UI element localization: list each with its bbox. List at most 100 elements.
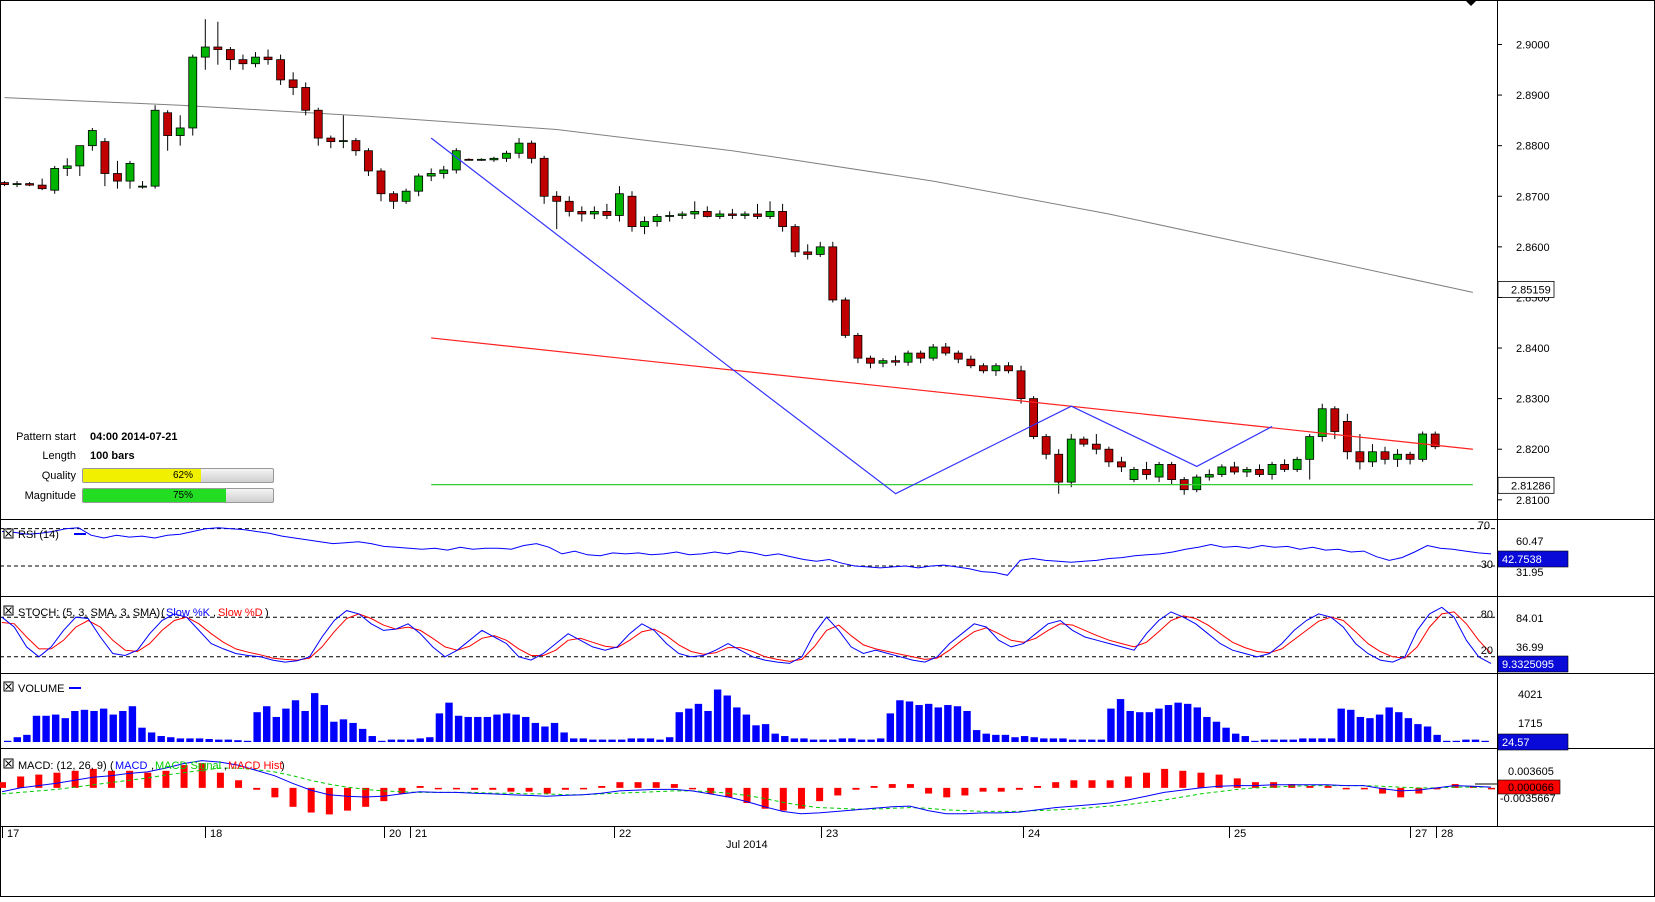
candle [238,59,248,65]
volume-bar [1136,712,1144,742]
macd-legend-macd: MACD [115,760,147,772]
volume-bar [1164,705,1173,742]
volume-bar [1443,740,1451,742]
candle [615,193,624,216]
volume-bar [1327,738,1336,742]
volume-bar [282,708,290,742]
candle [552,195,562,202]
price-tick-label: 2.8600 [1516,242,1550,254]
volume-bar [742,714,751,742]
price-tick-label: 2.8300 [1516,394,1550,406]
candle [338,140,348,143]
candle [1255,469,1264,475]
macd-hist-bar [489,787,497,790]
rsi-level-upper: 70 [1478,520,1490,532]
volume-bar [1375,714,1384,742]
candle [62,165,72,169]
volume-bar [570,738,578,742]
candle [514,142,524,154]
candle [288,79,298,88]
macd-hist-bar [543,787,551,794]
volume-bar [502,713,511,742]
volume-bar [205,739,213,742]
price-tick-label: 2.8200 [1516,444,1550,456]
macd-hist-bar [0,782,6,788]
candle [1355,451,1365,463]
stoch-legend-sep: , [213,607,216,619]
macd-hist-bar [779,787,787,811]
rsi-level-lower: 30 [1481,559,1493,571]
candle [765,211,775,217]
volume-bar [1145,712,1154,742]
current-price-label-box [1497,476,1555,494]
candle [225,49,235,61]
volume-bar [1203,716,1211,742]
candle [1054,453,1064,483]
macd-tick-label: -0.0035667 [1500,793,1556,805]
volume-bar [1251,740,1259,742]
volume-bar [310,693,319,742]
volume-bar [435,713,444,742]
volume-bar [397,739,405,742]
volume-bar [4,740,12,742]
volume-bar [454,715,463,742]
macd-hist-bar [507,787,515,792]
volume-bar [646,738,655,742]
volume-bar [531,722,540,742]
candle [87,130,97,147]
volume-bar [1241,736,1249,742]
volume-bar [1059,738,1067,742]
macd-hist-bar [235,780,243,788]
volume-bar [474,716,482,742]
volume-bar [330,721,338,742]
volume-bar [1126,711,1134,742]
volume-bar [1423,726,1432,742]
rsi-toggle-checkbox-mark [5,530,12,537]
macd-hist-bar [126,770,134,788]
macd-hist-bar [580,787,588,790]
candle [326,137,336,143]
macd-hist-bar [1179,770,1187,788]
volume-bar [1462,739,1470,742]
candle [803,251,813,255]
candle [263,56,273,61]
volume-bar [819,739,827,742]
candle [489,157,499,161]
volume-bar [934,707,942,742]
volume-bar [617,739,626,742]
volume-bar [838,738,847,742]
candle [677,213,687,216]
volume-bar [426,737,434,742]
candle [37,184,47,190]
candle [251,56,260,65]
volume-bar [358,728,367,742]
macd-signal-line [1,767,1491,812]
price-tick-label: 2.8700 [1516,191,1550,203]
x-day-label: 21 [415,828,427,840]
macd-hist-bar [1251,782,1259,788]
macd-hist-bar [107,770,115,788]
candle [1267,463,1277,475]
candle [778,211,787,228]
volume-bar [1414,724,1422,742]
macd-hist-bar [144,772,152,788]
candle [1117,461,1126,468]
stoch-toggle-checkbox-mark [5,607,12,614]
macd-hist-bar [598,785,606,788]
volume-bar [368,736,376,742]
candle [966,358,976,367]
volume-bar [1001,734,1010,742]
volume-bar [1356,716,1365,742]
macd-paren-open: ( [110,760,114,772]
candle [1368,451,1377,463]
volume-bar [704,711,712,742]
macd-hist-bar [816,787,824,802]
macd-hist-bar [1124,776,1132,788]
magnitude-value: 75% [172,490,193,501]
pattern-zigzag [430,137,1273,495]
volume-bar [1174,702,1182,742]
macd-hist-bar [906,784,914,788]
candle [891,360,900,363]
